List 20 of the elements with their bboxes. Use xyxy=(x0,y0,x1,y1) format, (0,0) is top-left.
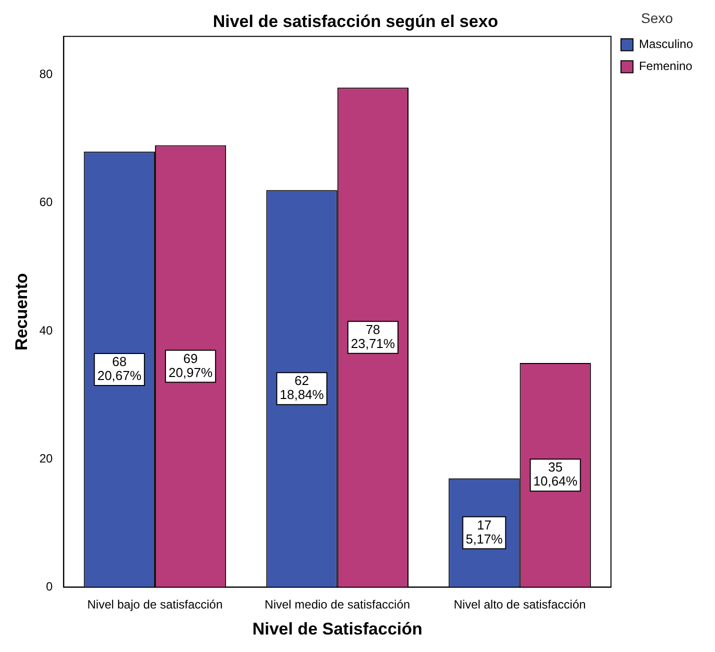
legend-label: Femenino xyxy=(638,59,693,74)
x-axis-title: Nivel de Satisfacción xyxy=(252,619,422,638)
x-tick-label: Nivel medio de satisfacción xyxy=(264,598,410,612)
x-tick-label: Nivel bajo de satisfacción xyxy=(87,598,223,612)
legend-label: Masculino xyxy=(638,37,694,52)
x-tick-label: Nivel alto de satisfacción xyxy=(454,598,586,612)
data-label: 35 10,64% xyxy=(533,460,578,489)
y-axis-title: Recuento xyxy=(12,273,31,351)
y-tick-label: 80 xyxy=(39,67,54,82)
data-label: 17 5,17% xyxy=(466,517,504,546)
data-label: 69 20,97% xyxy=(168,350,214,380)
y-tick-label: 20 xyxy=(39,451,54,466)
legend-title: Sexo xyxy=(641,10,674,26)
y-tick-label: 40 xyxy=(39,323,54,338)
chart-title: Nivel de satisfacción según el sexo xyxy=(212,12,498,31)
data-label: 78 23,71% xyxy=(350,322,396,351)
y-tick-label: 0 xyxy=(46,580,54,594)
data-label: 62 18,84% xyxy=(280,373,324,402)
data-label: 68 20,67% xyxy=(97,354,142,384)
y-tick-label: 60 xyxy=(39,195,54,210)
